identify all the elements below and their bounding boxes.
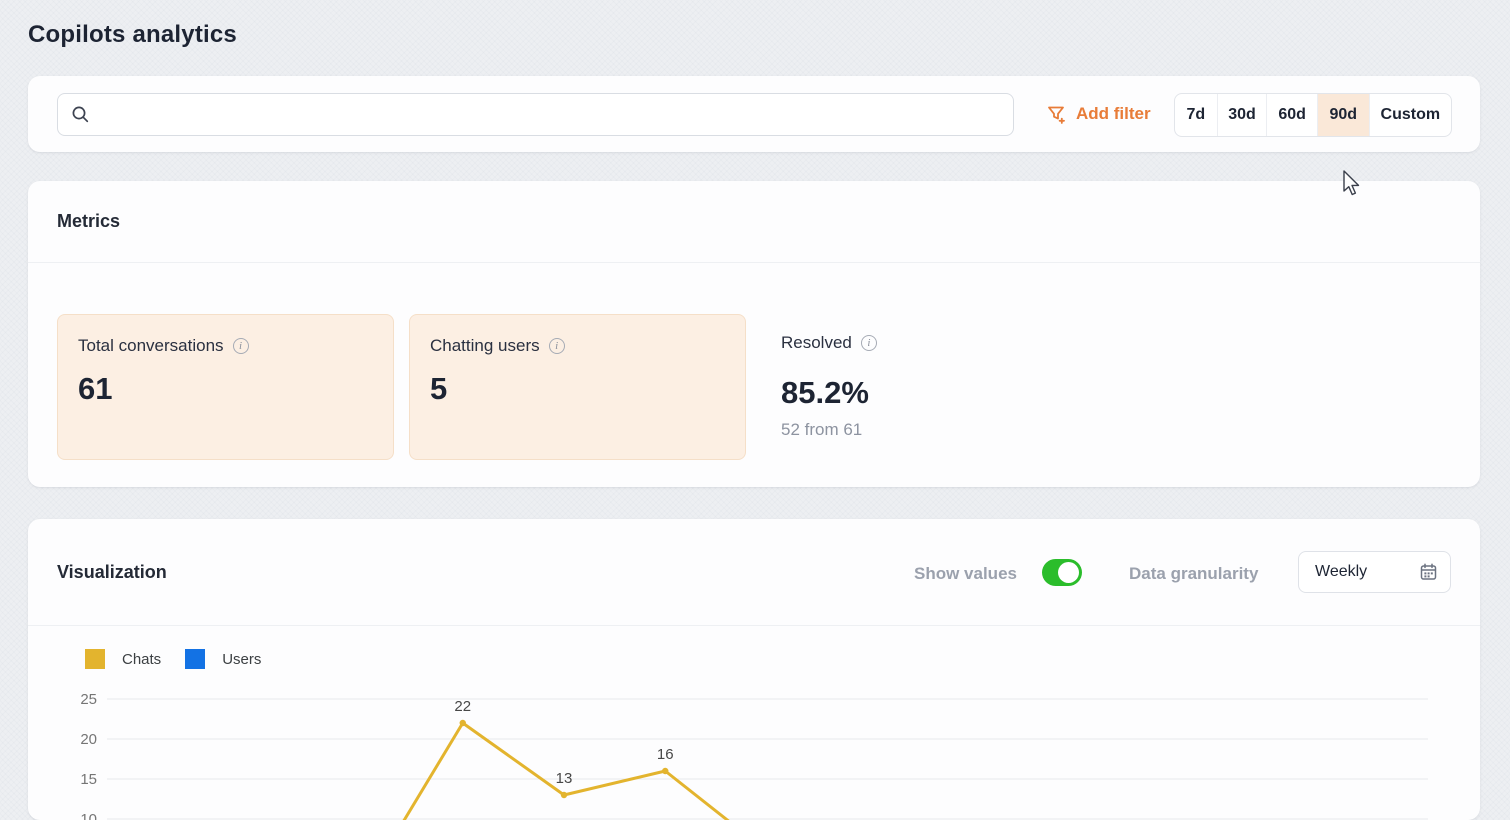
visualization-card: Visualization Show values Data granulari…: [28, 519, 1480, 820]
total-conversations-tile[interactable]: Total conversations i 61: [57, 314, 394, 460]
svg-text:13: 13: [556, 770, 573, 787]
add-filter-label: Add filter: [1076, 104, 1151, 123]
toggle-knob: [1058, 562, 1079, 583]
resolved-label: Resolved: [781, 333, 852, 352]
line-chart: 25 20 15 10 22 13 16: [80, 691, 1428, 820]
granularity-value: Weekly: [1315, 563, 1368, 580]
info-icon[interactable]: i: [548, 338, 565, 354]
users-legend-label: Users: [222, 650, 262, 668]
range-30d-button[interactable]: 30d: [1216, 94, 1267, 136]
date-range-group: 7d 30d 60d 90d Custom: [1174, 93, 1452, 137]
total-conversations-label: Total conversations: [78, 336, 224, 355]
search-box[interactable]: [57, 93, 1014, 136]
filter-plus-icon: [1047, 104, 1067, 125]
toolbar-card: Add filter 7d 30d 60d 90d Custom: [28, 76, 1480, 152]
visualization-section-title: Visualization: [57, 562, 167, 582]
svg-text:16: 16: [657, 746, 674, 763]
resolved-metric: Resolved i 85.2% 52 from 61: [781, 333, 877, 440]
chatting-users-tile[interactable]: Chatting users i 5: [409, 314, 746, 460]
users-legend-swatch: [185, 649, 206, 669]
calendar-icon: [1420, 563, 1437, 581]
range-90d-button[interactable]: 90d: [1316, 94, 1369, 136]
info-icon[interactable]: i: [232, 338, 249, 354]
chart-legend: Chats Users: [85, 649, 285, 669]
mouse-cursor: [1343, 170, 1360, 196]
range-60d-button[interactable]: 60d: [1266, 94, 1317, 136]
svg-text:25: 25: [80, 691, 97, 708]
total-conversations-value: 61: [78, 371, 113, 406]
range-custom-button[interactable]: Custom: [1368, 94, 1451, 136]
resolved-value: 85.2%: [781, 375, 869, 410]
resolved-subtext: 52 from 61: [781, 420, 863, 439]
range-7d-button[interactable]: 7d: [1186, 106, 1206, 123]
granularity-select[interactable]: Weekly: [1298, 551, 1451, 593]
metrics-card: Metrics Total conversations i 61 Chattin…: [28, 181, 1480, 487]
add-filter-button[interactable]: Add filter: [1041, 98, 1157, 130]
data-granularity-label: Data granularity: [1129, 564, 1259, 583]
svg-text:10: 10: [80, 811, 97, 820]
search-icon: [71, 105, 90, 124]
search-input[interactable]: [100, 94, 1013, 135]
svg-text:20: 20: [80, 731, 97, 748]
visualization-header: Visualization Show values Data granulari…: [28, 519, 1480, 626]
info-icon[interactable]: i: [860, 335, 877, 351]
svg-text:22: 22: [454, 698, 471, 715]
svg-text:15: 15: [80, 771, 97, 788]
chatting-users-label: Chatting users: [430, 336, 540, 355]
chatting-users-value: 5: [430, 371, 448, 406]
page-title: Copilots analytics: [28, 21, 237, 48]
metrics-header: Metrics: [28, 181, 1480, 263]
show-values-label: Show values: [914, 564, 1017, 583]
show-values-toggle[interactable]: [1042, 559, 1082, 586]
chats-legend-swatch: [85, 649, 105, 669]
metrics-section-title: Metrics: [57, 211, 121, 231]
chats-legend-label: Chats: [122, 650, 162, 668]
